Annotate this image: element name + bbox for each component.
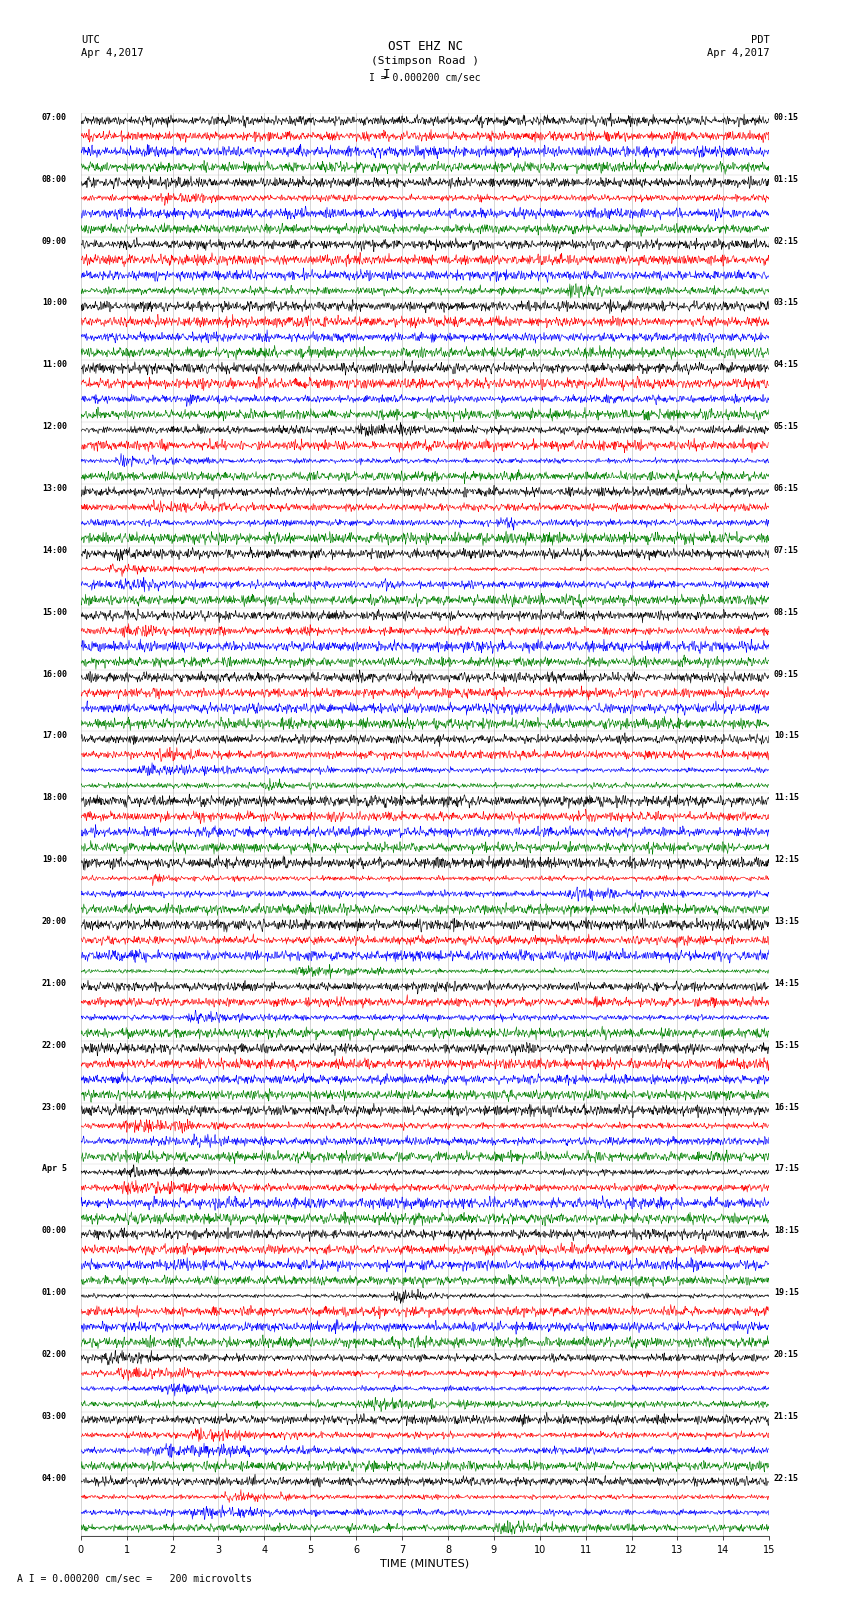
Text: 17:15: 17:15 <box>774 1165 799 1173</box>
Text: 09:15: 09:15 <box>774 669 799 679</box>
Text: 13:00: 13:00 <box>42 484 67 494</box>
Text: 15:00: 15:00 <box>42 608 67 616</box>
Text: 02:00: 02:00 <box>42 1350 67 1360</box>
Text: 10:00: 10:00 <box>42 298 67 308</box>
Text: 04:15: 04:15 <box>774 360 799 369</box>
Text: 01:00: 01:00 <box>42 1289 67 1297</box>
Text: 12:15: 12:15 <box>774 855 799 865</box>
Text: 20:00: 20:00 <box>42 918 67 926</box>
Text: 13:15: 13:15 <box>774 918 799 926</box>
Text: OST EHZ NC: OST EHZ NC <box>388 40 462 53</box>
Text: 08:00: 08:00 <box>42 174 67 184</box>
Text: 21:15: 21:15 <box>774 1411 799 1421</box>
Text: 00:00: 00:00 <box>42 1226 67 1236</box>
Text: 23:00: 23:00 <box>42 1103 67 1111</box>
Text: UTC: UTC <box>81 35 99 45</box>
Text: Apr 5: Apr 5 <box>42 1165 67 1173</box>
Text: A I = 0.000200 cm/sec =   200 microvolts: A I = 0.000200 cm/sec = 200 microvolts <box>17 1574 252 1584</box>
Text: 00:15: 00:15 <box>774 113 799 123</box>
Text: 01:15: 01:15 <box>774 174 799 184</box>
Text: 19:00: 19:00 <box>42 855 67 865</box>
Text: 10:15: 10:15 <box>774 731 799 740</box>
Text: PDT: PDT <box>751 35 769 45</box>
Text: 20:15: 20:15 <box>774 1350 799 1360</box>
Text: 22:15: 22:15 <box>774 1474 799 1482</box>
Text: 19:15: 19:15 <box>774 1289 799 1297</box>
Text: 02:15: 02:15 <box>774 237 799 245</box>
Text: 18:15: 18:15 <box>774 1226 799 1236</box>
Text: 04:00: 04:00 <box>42 1474 67 1482</box>
X-axis label: TIME (MINUTES): TIME (MINUTES) <box>381 1558 469 1569</box>
Text: 16:15: 16:15 <box>774 1103 799 1111</box>
Text: 15:15: 15:15 <box>774 1040 799 1050</box>
Text: 22:00: 22:00 <box>42 1040 67 1050</box>
Text: 11:15: 11:15 <box>774 794 799 802</box>
Text: 17:00: 17:00 <box>42 731 67 740</box>
Text: 14:00: 14:00 <box>42 545 67 555</box>
Text: 16:00: 16:00 <box>42 669 67 679</box>
Text: (Stimpson Road ): (Stimpson Road ) <box>371 56 479 66</box>
Text: Apr 4,2017: Apr 4,2017 <box>81 48 144 58</box>
Text: 06:15: 06:15 <box>774 484 799 494</box>
Text: 05:15: 05:15 <box>774 423 799 431</box>
Text: 09:00: 09:00 <box>42 237 67 245</box>
Text: Apr 4,2017: Apr 4,2017 <box>706 48 769 58</box>
Text: I: I <box>383 68 390 81</box>
Text: 21:00: 21:00 <box>42 979 67 987</box>
Text: 14:15: 14:15 <box>774 979 799 987</box>
Text: 07:00: 07:00 <box>42 113 67 123</box>
Text: 03:15: 03:15 <box>774 298 799 308</box>
Text: 03:00: 03:00 <box>42 1411 67 1421</box>
Text: 12:00: 12:00 <box>42 423 67 431</box>
Text: 08:15: 08:15 <box>774 608 799 616</box>
Text: 07:15: 07:15 <box>774 545 799 555</box>
Text: 18:00: 18:00 <box>42 794 67 802</box>
Text: 11:00: 11:00 <box>42 360 67 369</box>
Text: I = 0.000200 cm/sec: I = 0.000200 cm/sec <box>369 73 481 82</box>
